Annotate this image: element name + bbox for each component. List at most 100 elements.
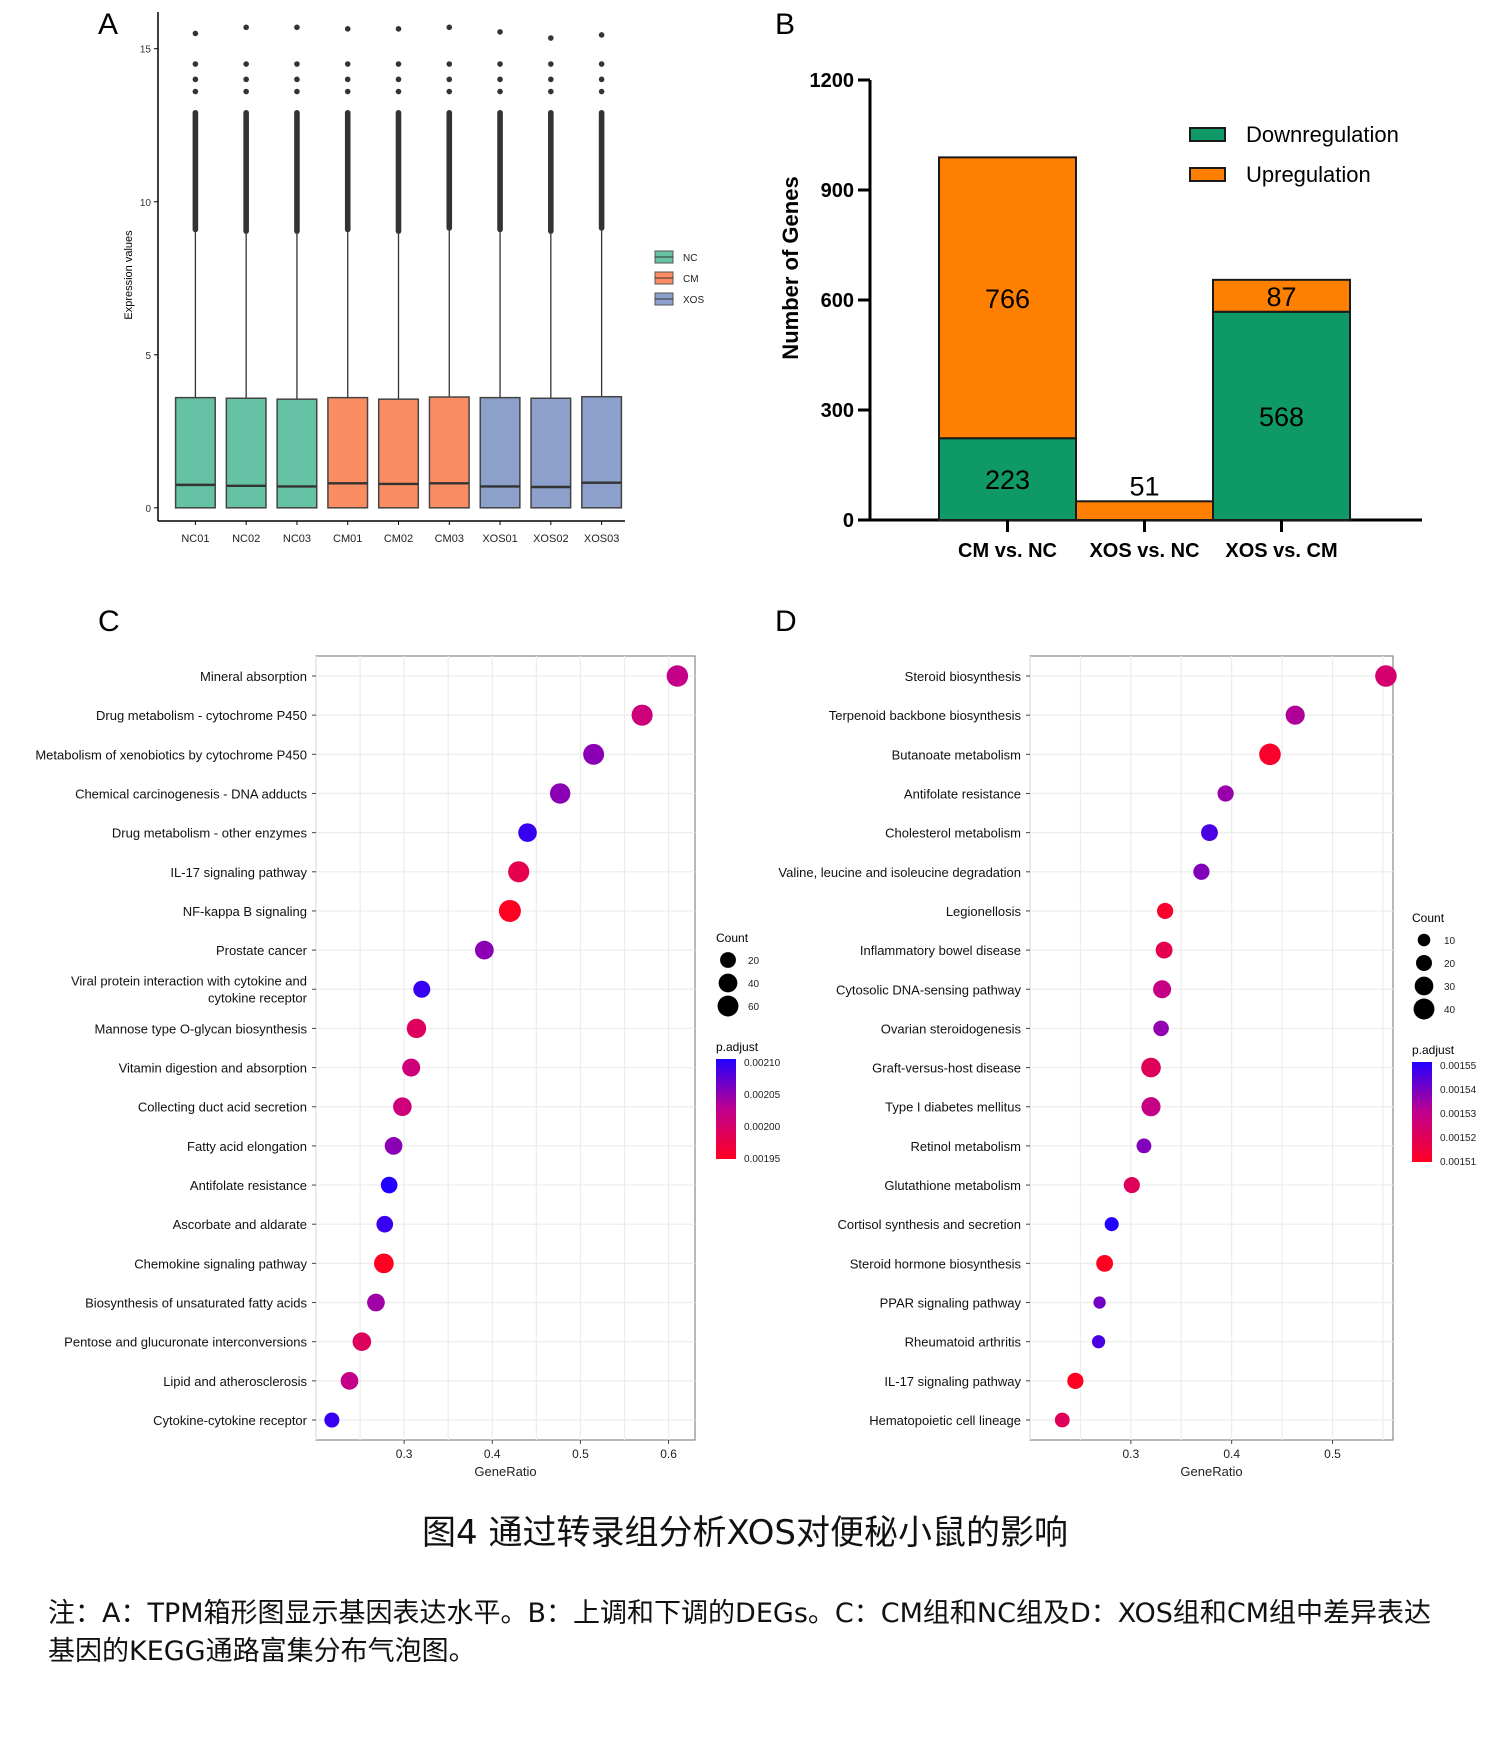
x-tick-label: NC01 — [181, 533, 209, 545]
legend-size-label: 60 — [748, 1002, 760, 1013]
pathway-label: Lipid and atherosclerosis — [163, 1374, 307, 1389]
outlier-cluster — [243, 109, 249, 234]
y-axis-label: Number of Genes — [778, 176, 803, 359]
outlier-point — [243, 24, 249, 31]
legend-size-circle — [1413, 998, 1435, 1020]
bubble-point — [384, 1137, 403, 1155]
x-tick-label: 0.5 — [572, 1447, 589, 1461]
bubble-point — [402, 1058, 421, 1077]
data-label: 87 — [1266, 282, 1296, 312]
outlier-point — [598, 76, 605, 83]
pathway-label: Mineral absorption — [200, 669, 307, 684]
bubble-point — [1157, 902, 1174, 920]
y-tick-label: 15 — [140, 45, 152, 56]
data-label: 223 — [985, 465, 1030, 495]
pathway-label: NF-kappa B signaling — [183, 904, 307, 919]
pathway-label: Collecting duct acid secretion — [138, 1100, 307, 1115]
outlier-point — [395, 88, 402, 95]
x-tick-label: 0.6 — [660, 1447, 677, 1461]
x-tick-label: XOS02 — [533, 533, 568, 545]
bubble-point — [1153, 980, 1172, 999]
legend-colorbar — [1412, 1062, 1432, 1162]
x-tick-label: 0.5 — [1324, 1447, 1341, 1461]
legend-colorbar-label: 0.00200 — [744, 1122, 781, 1133]
panel-label-a: A — [98, 8, 119, 41]
pathway-label: Hematopoietic cell lineage — [869, 1413, 1021, 1428]
outlier-cluster — [395, 109, 402, 234]
legend-colorbar-label: 0.00153 — [1440, 1109, 1477, 1120]
pathway-label: Valine, leucine and isoleucine degradati… — [778, 865, 1021, 880]
bar-segment-upregulation — [1212, 278, 1351, 313]
bubble-point — [406, 1018, 427, 1039]
outlier-point — [446, 61, 453, 67]
pathway-label: Steroid hormone biosynthesis — [850, 1256, 1022, 1271]
legend-size-label: 40 — [1444, 1005, 1456, 1016]
x-tick-label: CM02 — [384, 533, 413, 545]
x-axis-label: GeneRatio — [474, 1464, 536, 1479]
bubble-point — [583, 743, 605, 765]
pathway-label: Type I diabetes mellitus — [885, 1100, 1021, 1115]
bubble-point — [1193, 863, 1210, 880]
y-tick-label: 900 — [821, 180, 854, 202]
bubble-point — [376, 1215, 394, 1233]
legend-label: Upregulation — [1246, 162, 1371, 187]
legend-size-circle — [717, 995, 739, 1017]
pathway-label: Vitamin digestion and absorption — [119, 1061, 307, 1076]
pathway-label: Viral protein interaction with cytokine … — [71, 973, 307, 988]
outlier-point — [548, 76, 554, 83]
bubble-point — [380, 1176, 398, 1194]
data-label: 766 — [985, 284, 1030, 314]
y-tick-label: 0 — [145, 504, 151, 515]
outlier-point — [395, 76, 402, 83]
bubble-point — [1136, 1138, 1152, 1154]
outlier-point — [598, 32, 605, 38]
pathway-label: Rheumatoid arthritis — [905, 1335, 1022, 1350]
figure-title: 图4 通过转录组分析XOS对便秘小鼠的影响 — [422, 1513, 1068, 1553]
bubble-point — [1285, 705, 1305, 725]
plot-panel — [315, 655, 696, 1441]
outlier-point — [497, 29, 503, 35]
x-tick-label: NC02 — [232, 533, 260, 545]
y-tick-label: 5 — [145, 351, 151, 362]
x-tick-label: 0.3 — [396, 1447, 413, 1461]
outlier-point — [548, 35, 554, 41]
box — [377, 398, 420, 509]
bubble-point — [1141, 1097, 1161, 1117]
pathway-label: Chemical carcinogenesis - DNA adducts — [75, 786, 307, 801]
panel-label-c: C — [98, 605, 120, 638]
bubble-point — [549, 783, 571, 804]
box — [581, 395, 623, 509]
pathway-label: Antifolate resistance — [190, 1178, 307, 1193]
legend-title-count: Count — [716, 931, 749, 945]
legend-colorbar-label: 0.00154 — [1440, 1085, 1477, 1096]
outlier-point — [243, 76, 249, 83]
pathway-label: Cholesterol metabolism — [885, 826, 1021, 841]
bubble-point — [1201, 824, 1218, 842]
outlier-point — [192, 76, 199, 83]
bar-segment-downregulation — [938, 437, 1077, 522]
legend-label: CM — [683, 274, 699, 285]
outlier-point — [446, 76, 453, 83]
outlier-point — [395, 61, 402, 67]
legend-label: NC — [683, 253, 697, 264]
data-label: 568 — [1259, 402, 1304, 432]
outlier-point — [598, 61, 605, 67]
pathway-label: Ascorbate and aldarate — [173, 1217, 307, 1232]
y-tick-label: 0 — [843, 510, 854, 532]
outlier-point — [344, 26, 351, 32]
legend-swatch — [1189, 127, 1226, 142]
x-tick-label: XOS vs. CM — [1225, 540, 1337, 562]
outlier-point — [192, 61, 199, 67]
x-tick-label: CM03 — [435, 533, 464, 545]
outlier-point — [598, 88, 605, 95]
bubble-point — [374, 1253, 394, 1274]
legend-size-label: 40 — [748, 979, 760, 990]
y-tick-label: 300 — [821, 400, 854, 422]
pathway-label: Butanoate metabolism — [892, 747, 1021, 762]
y-tick-label: 600 — [821, 290, 854, 312]
bubble-point — [474, 940, 494, 960]
legend-title-padjust: p.adjust — [716, 1040, 759, 1054]
legend-colorbar-label: 0.00210 — [744, 1058, 781, 1069]
outlier-point — [192, 30, 199, 37]
bubble-chart-xos-vs-cm: Steroid biosynthesis Terpenoid backbone b… — [778, 655, 1477, 1479]
